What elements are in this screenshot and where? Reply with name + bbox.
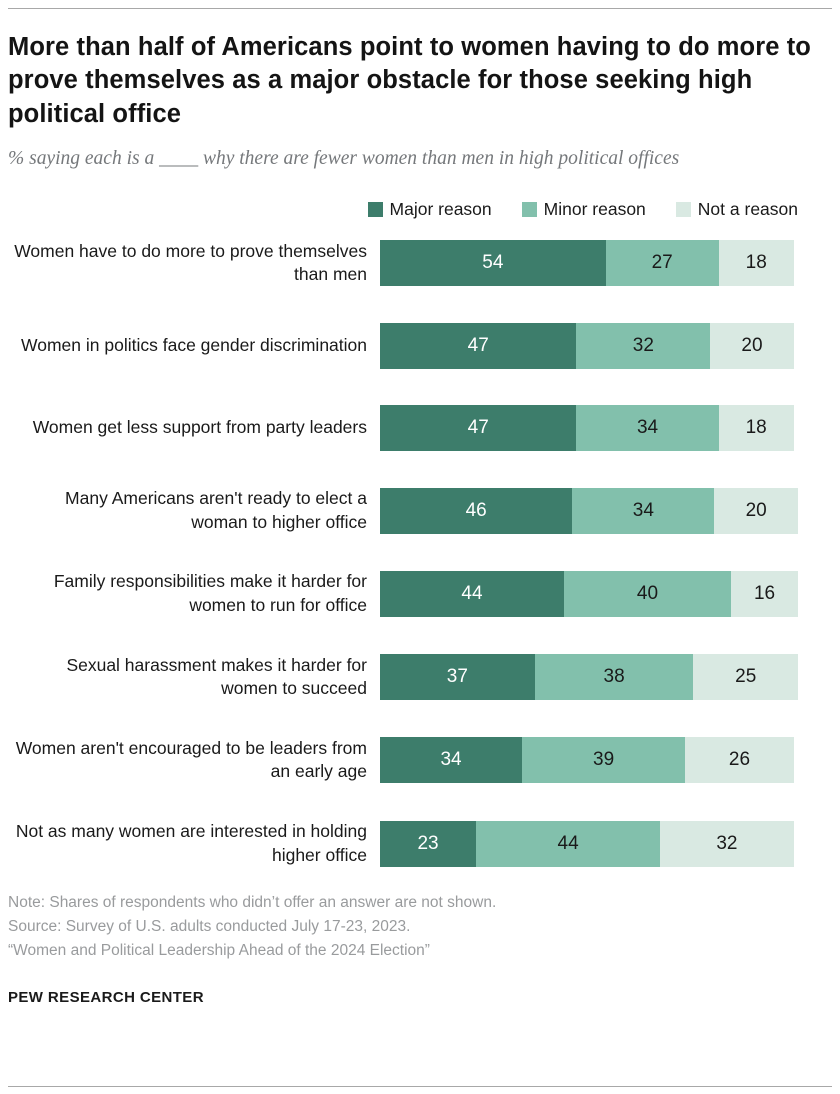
bar-group: 46 34 20	[380, 487, 798, 534]
chart-title: More than half of Americans point to wom…	[8, 33, 811, 128]
legend-label: Major reason	[389, 198, 492, 219]
bar-group: 37 38 25	[380, 654, 798, 701]
bar-segment: 46	[380, 487, 573, 534]
bar-segment: 27	[605, 240, 719, 287]
bar-segment: 18	[718, 240, 794, 287]
stacked-bar-chart: Women have to do more to prove themselve…	[8, 240, 832, 868]
top-divider	[8, 8, 832, 9]
source-line: Source: Survey of U.S. adults conducted …	[8, 918, 411, 936]
chart-card: More than half of Americans point to wom…	[8, 8, 832, 1007]
legend: Major reason Minor reason Not a reason	[8, 199, 832, 220]
bar-group: 23 44 32	[380, 820, 798, 867]
bar-segment: 47	[380, 323, 577, 370]
chart-row: Sexual harassment makes it harder for wo…	[8, 654, 798, 701]
bar-segment: 47	[380, 405, 577, 452]
bar-group: 47 34 18	[380, 405, 798, 452]
bar-group: 54 27 18	[380, 240, 798, 287]
legend-item: Not a reason	[675, 198, 798, 220]
category-label: Many Americans aren't ready to elect a w…	[65, 488, 367, 532]
chart-row: Women have to do more to prove themselve…	[8, 240, 798, 287]
category-label: Family responsibilities make it harder f…	[53, 571, 367, 615]
bar-segment: 18	[718, 405, 794, 452]
bar-group: 47 32 20	[380, 323, 798, 370]
bar-segment: 26	[685, 737, 794, 784]
chart-subtitle: % saying each is a ____ why there are fe…	[8, 148, 680, 170]
bar-segment: 38	[534, 654, 694, 701]
chart-row: Women get less support from party leader…	[8, 405, 798, 452]
chart-row: Women in politics face gender discrimina…	[8, 323, 798, 370]
category-label: Women have to do more to prove themselve…	[14, 240, 367, 285]
chart-row: Many Americans aren't ready to elect a w…	[8, 487, 798, 534]
chart-row: Women aren't encouraged to be leaders fr…	[8, 737, 798, 784]
category-label: Women aren't encouraged to be leaders fr…	[15, 737, 367, 782]
bar-segment: 32	[660, 820, 794, 867]
bar-segment: 16	[731, 570, 798, 617]
bar-group: 34 39 26	[380, 737, 798, 784]
category-label: Not as many women are interested in hold…	[15, 821, 367, 865]
legend-item: Major reason	[367, 198, 492, 220]
pew-research-center-wordmark: PEW RESEARCH CENTER	[8, 989, 204, 1007]
legend-swatch-icon	[367, 201, 383, 217]
legend-label: Minor reason	[543, 198, 646, 219]
bar-segment: 54	[380, 240, 606, 287]
bottom-divider	[8, 1086, 832, 1087]
bar-segment: 44	[476, 820, 661, 867]
bar-segment: 34	[572, 487, 715, 534]
legend-item: Minor reason	[521, 198, 646, 220]
category-label: Sexual harassment makes it harder for wo…	[66, 654, 367, 699]
bar-segment: 25	[693, 654, 798, 701]
bar-segment: 34	[576, 405, 719, 452]
category-label: Women in politics face gender discrimina…	[21, 335, 367, 356]
legend-label: Not a reason	[697, 198, 798, 219]
bar-segment: 20	[710, 323, 794, 370]
bar-segment: 34	[380, 737, 523, 784]
note-line: Note: Shares of respondents who didn’t o…	[8, 894, 497, 912]
bar-segment: 40	[563, 570, 732, 617]
chart-row: Not as many women are interested in hold…	[8, 820, 798, 867]
report-title-line: “Women and Political Leadership Ahead of…	[8, 942, 430, 960]
footnotes: Note: Shares of respondents who didn’t o…	[8, 891, 832, 963]
category-label: Women get less support from party leader…	[32, 417, 367, 438]
chart-row: Family responsibilities make it harder f…	[8, 570, 798, 617]
bar-segment: 37	[380, 654, 535, 701]
bar-segment: 44	[380, 570, 564, 617]
bar-segment: 39	[522, 737, 686, 784]
bottom-divider-wrap	[8, 1086, 832, 1087]
bar-group: 44 40 16	[380, 570, 798, 617]
bar-segment: 32	[576, 323, 711, 370]
legend-swatch-icon	[675, 201, 691, 217]
bar-segment: 20	[714, 487, 798, 534]
bar-segment: 23	[380, 820, 477, 867]
legend-swatch-icon	[521, 201, 537, 217]
